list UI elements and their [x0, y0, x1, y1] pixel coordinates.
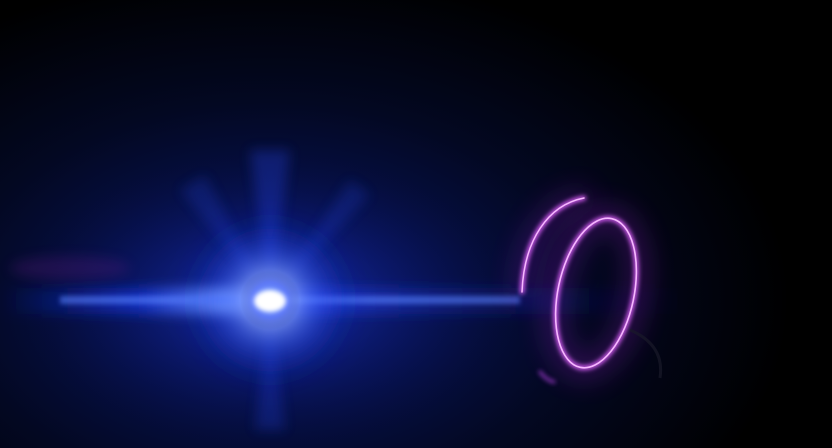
light-source-core — [254, 290, 286, 312]
magenta-haze — [10, 256, 130, 280]
neon-fragment — [538, 370, 556, 384]
neon-arc-highlight — [521, 197, 585, 293]
ring-stand — [629, 328, 663, 379]
neon-ring-highlight — [554, 217, 638, 369]
